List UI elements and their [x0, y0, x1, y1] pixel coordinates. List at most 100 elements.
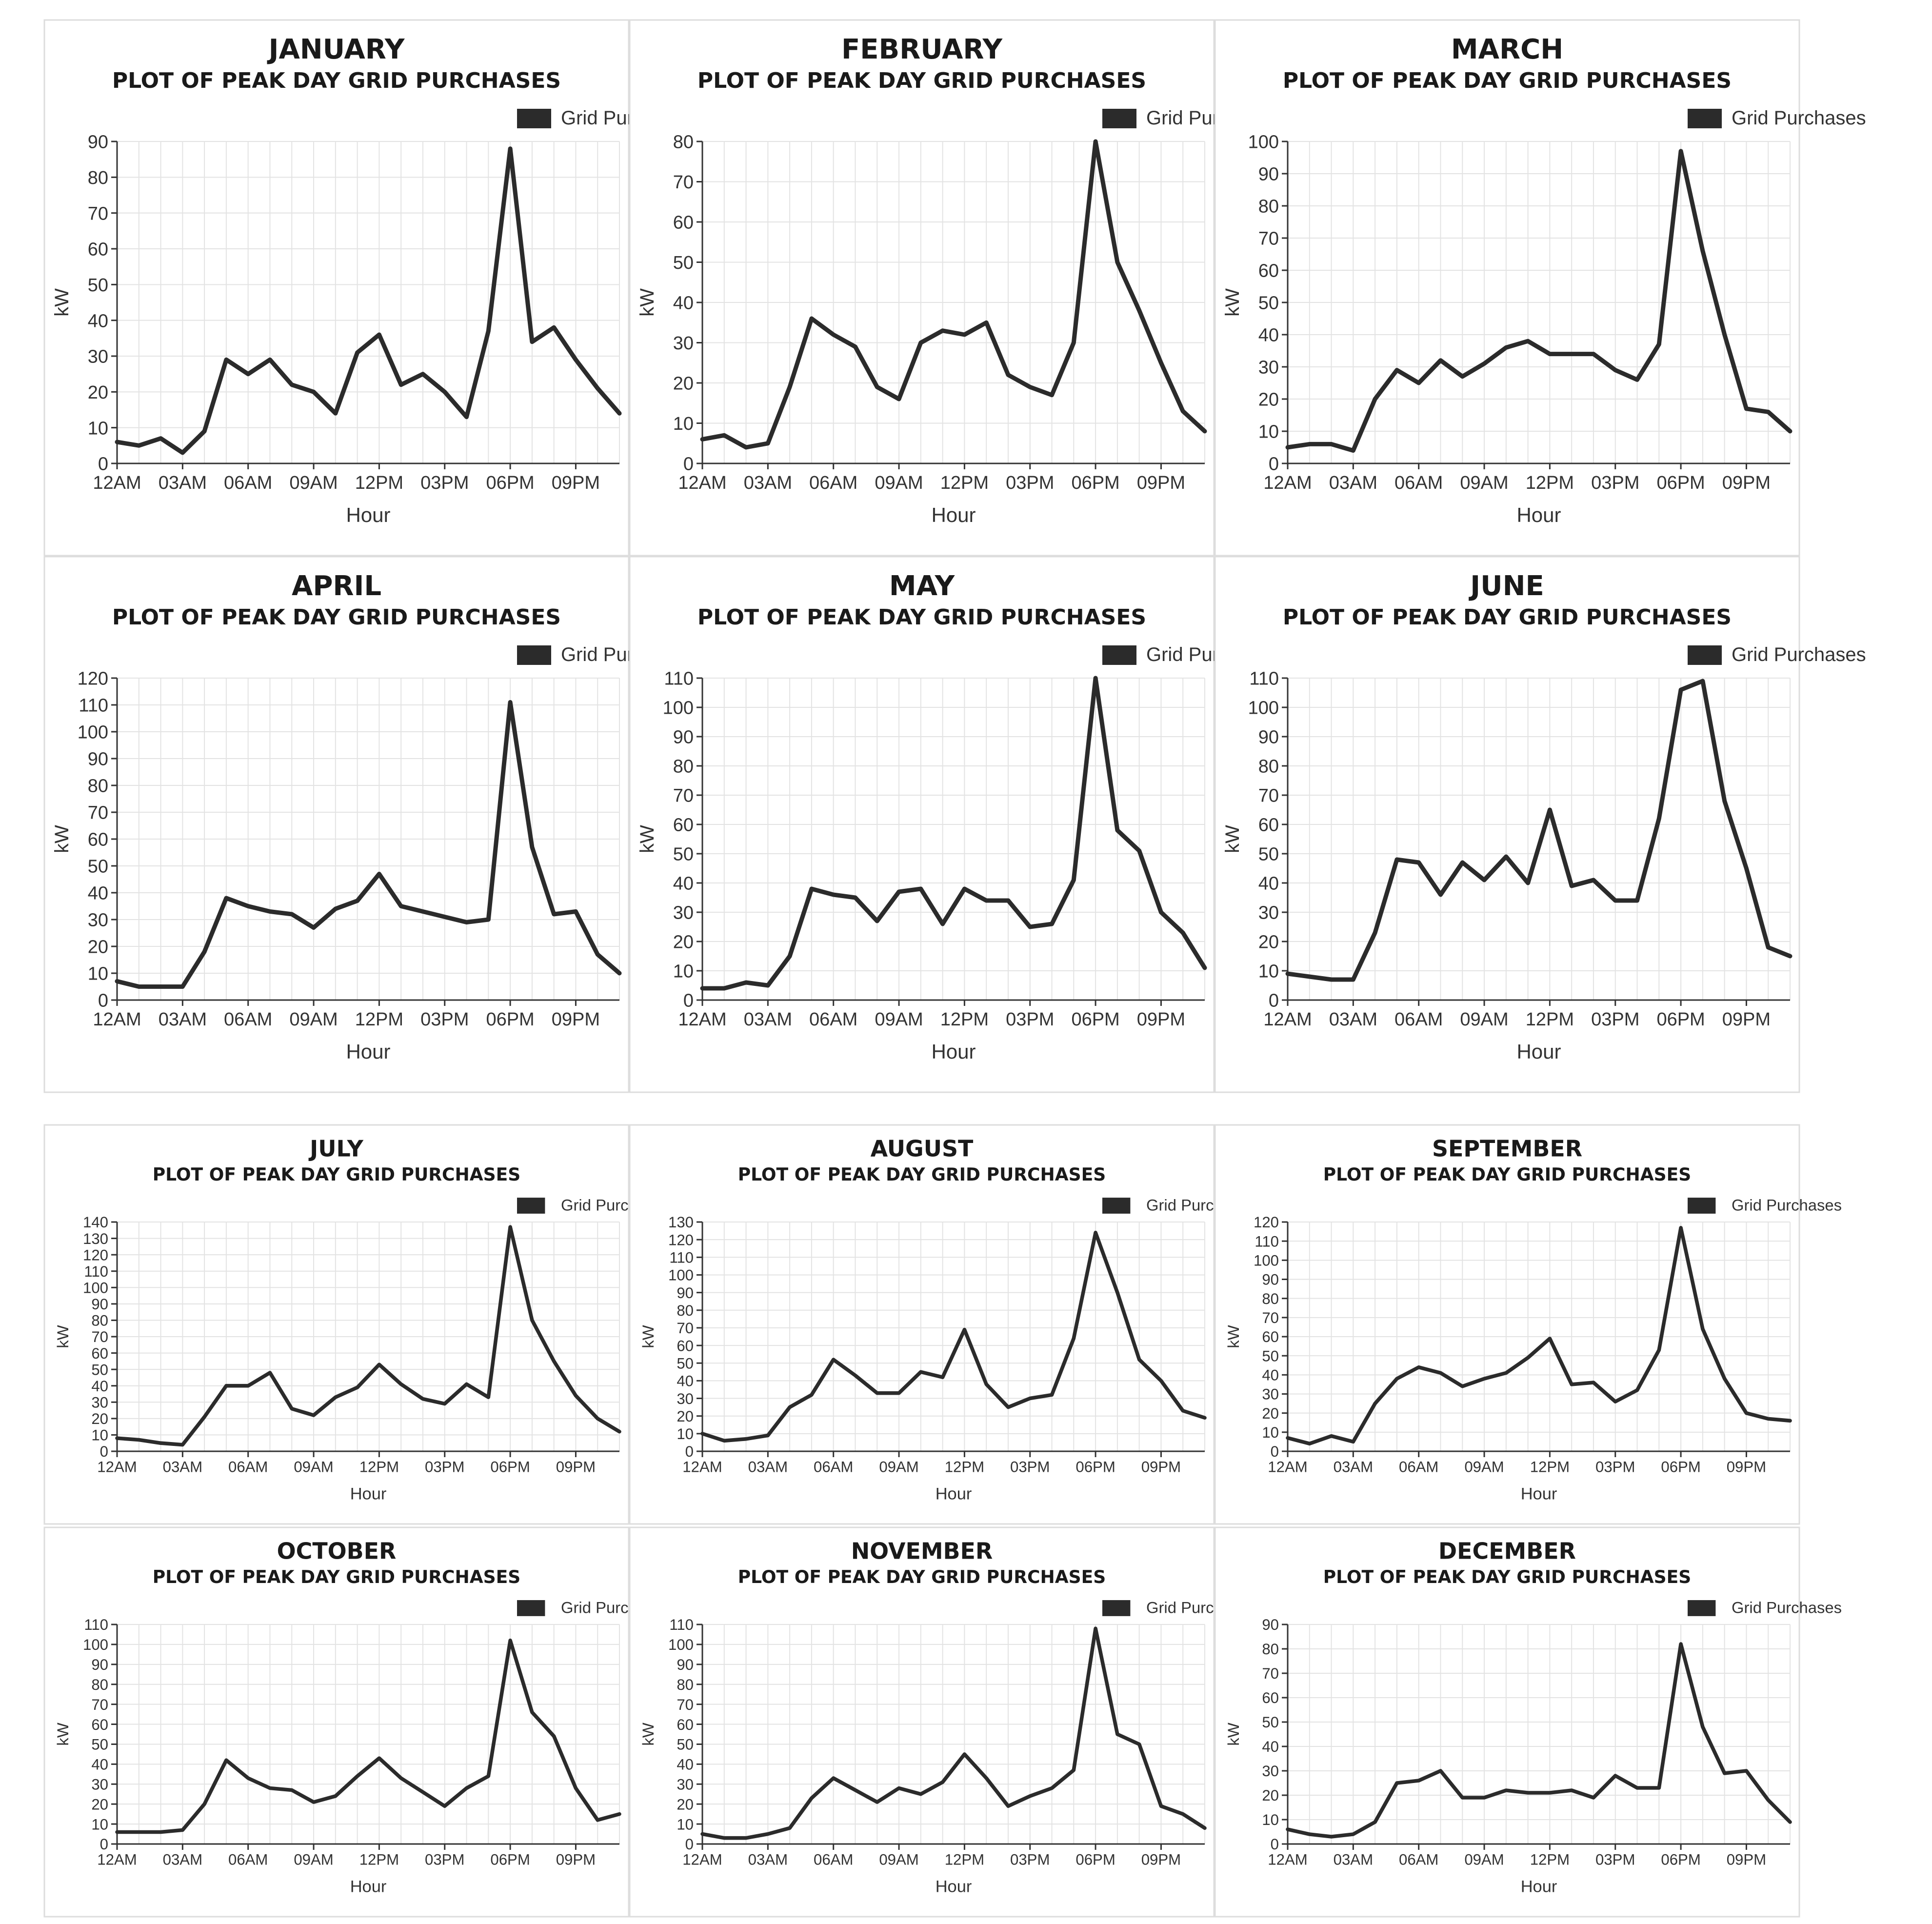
- y-tick-label: 60: [1262, 1328, 1279, 1345]
- x-axis-label: Hour: [350, 1484, 387, 1503]
- data-point: [267, 909, 272, 914]
- chart-panel-august: AUGUST PLOT OF PEAK DAY GRID PURCHASES Gri…: [629, 1124, 1256, 1525]
- x-tick-label: 12PM: [1526, 473, 1574, 493]
- series-line-grid-purchases: [700, 1626, 1207, 1840]
- data-point: [1504, 345, 1509, 350]
- data-point: [787, 954, 792, 959]
- data-point: [246, 372, 251, 377]
- data-point: [1006, 1804, 1011, 1808]
- y-tick-label: 70: [1262, 1309, 1279, 1326]
- data-point: [1744, 1411, 1749, 1416]
- data-point: [1526, 881, 1531, 885]
- y-tick-label: 120: [83, 1246, 108, 1263]
- chart-title: MAY: [889, 570, 956, 602]
- y-tick-label: 110: [669, 1249, 694, 1266]
- data-point: [552, 1359, 557, 1363]
- y-axis-label: kW: [1222, 288, 1243, 317]
- y-tick-label: 80: [1262, 1290, 1279, 1307]
- y-tick-label: 40: [1262, 1367, 1279, 1384]
- data-point: [617, 1812, 622, 1817]
- data-point: [1071, 1768, 1076, 1773]
- y-tick-label: 50: [91, 1736, 108, 1753]
- x-tick-label: 06AM: [228, 1851, 268, 1868]
- data-point: [1547, 352, 1552, 357]
- data-point: [289, 1788, 294, 1793]
- data-point: [1050, 393, 1055, 398]
- x-tick-label: 12AM: [682, 1459, 722, 1476]
- data-point: [442, 389, 447, 394]
- data-point: [1526, 1355, 1531, 1360]
- data-point: [1460, 374, 1465, 379]
- y-tick-label: 50: [91, 1361, 108, 1378]
- data-point: [896, 1785, 901, 1790]
- y-tick-label: 100: [1248, 132, 1279, 153]
- x-tick-label: 12PM: [940, 473, 989, 493]
- series-line-grid-purchases: [1285, 149, 1793, 453]
- legend-label: Grid Purchases: [1732, 107, 1866, 129]
- data-point: [1329, 1434, 1334, 1439]
- y-tick-label: 30: [677, 1776, 694, 1793]
- y-tick-label: 90: [91, 1296, 108, 1313]
- data-point: [595, 1818, 600, 1823]
- data-point: [289, 382, 294, 387]
- legend-swatch: [1688, 645, 1722, 665]
- x-tick-label: 03PM: [1010, 1459, 1050, 1476]
- y-tick-label: 60: [673, 213, 694, 233]
- panel-frame: [629, 19, 1215, 557]
- data-point: [744, 1836, 749, 1841]
- y-tick-label: 50: [1262, 1347, 1279, 1364]
- y-tick-label: 60: [88, 240, 108, 260]
- chart-title: OCTOBER: [277, 1538, 397, 1564]
- y-tick-label: 80: [91, 1676, 108, 1693]
- data-point: [1438, 892, 1443, 897]
- y-axis-label: kW: [639, 1325, 657, 1348]
- data-point: [1307, 974, 1312, 979]
- data-point: [853, 344, 857, 349]
- data-point: [137, 1438, 141, 1443]
- data-point: [940, 1780, 945, 1784]
- data-point: [224, 1383, 229, 1388]
- y-tick-label: 30: [677, 1390, 694, 1407]
- y-tick-label: 80: [1258, 197, 1279, 217]
- legend-swatch: [517, 1198, 545, 1214]
- x-tick-label: 03AM: [748, 1459, 788, 1476]
- x-tick-label: 12AM: [1263, 473, 1312, 493]
- data-point: [552, 325, 557, 330]
- y-tick-label: 0: [1269, 454, 1279, 475]
- y-tick-label: 100: [663, 698, 694, 719]
- y-tick-label: 110: [84, 1616, 108, 1633]
- data-point: [1700, 1724, 1705, 1729]
- x-tick-label: 09AM: [879, 1459, 918, 1476]
- y-tick-label: 70: [673, 172, 694, 193]
- x-tick-label: 03AM: [744, 1009, 792, 1030]
- data-point: [552, 1734, 557, 1739]
- y-tick-label: 20: [677, 1408, 694, 1425]
- data-point: [573, 1393, 578, 1398]
- data-point: [224, 357, 229, 362]
- data-point: [918, 341, 923, 345]
- data-point: [1093, 1230, 1098, 1235]
- data-point: [1180, 930, 1185, 935]
- data-point: [530, 1710, 535, 1715]
- data-point: [1028, 1396, 1033, 1401]
- x-tick-label: 12AM: [93, 1009, 141, 1030]
- x-tick-label: 09PM: [556, 1851, 596, 1868]
- x-tick-label: 03AM: [163, 1851, 202, 1868]
- legend-label: Grid Purchases: [1732, 1196, 1842, 1214]
- data-point: [765, 441, 770, 446]
- y-tick-label: 60: [1258, 815, 1279, 836]
- y-axis-label: kW: [639, 1723, 657, 1745]
- y-tick-label: 10: [88, 418, 108, 439]
- y-tick-label: 120: [78, 669, 108, 689]
- data-point: [1591, 878, 1596, 882]
- data-point: [744, 980, 749, 985]
- data-point: [875, 1800, 879, 1804]
- y-tick-label: 10: [677, 1425, 694, 1443]
- y-tick-label: 80: [1262, 1641, 1279, 1658]
- y-tick-label: 10: [677, 1816, 694, 1833]
- data-point: [1678, 149, 1683, 154]
- x-tick-label: 06AM: [1394, 473, 1443, 493]
- data-point: [1635, 377, 1640, 382]
- data-point: [355, 899, 360, 903]
